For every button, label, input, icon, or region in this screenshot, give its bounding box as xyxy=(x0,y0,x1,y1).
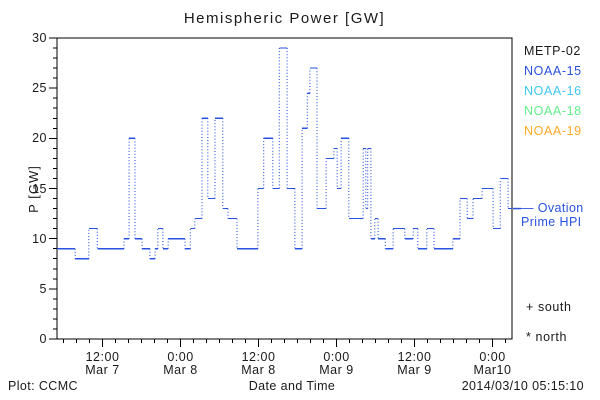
south-marker-label: + south xyxy=(526,300,572,314)
legend-item-metp-02: METP-02 xyxy=(524,44,581,58)
hpi-step-curve xyxy=(57,47,512,260)
x-tick-label: 12:00 Mar 9 xyxy=(397,350,432,377)
y-tick-label: 5 xyxy=(39,281,47,296)
legend-item-noaa-18: NOAA-18 xyxy=(524,104,582,118)
plot-frame xyxy=(56,37,513,340)
ovation-label-line1: — Ovation xyxy=(521,201,584,215)
y-tick-label: 30 xyxy=(32,31,47,45)
ovation-prime-label: — Ovation Prime HPI xyxy=(521,201,584,229)
x-tick-label: 0:00 Mar 9 xyxy=(319,350,354,377)
y-tick-label: 20 xyxy=(32,131,47,146)
legend-item-noaa-19: NOAA-19 xyxy=(524,124,582,138)
x-axis-ticks xyxy=(63,339,506,347)
north-marker-label: * north xyxy=(526,330,568,344)
y-tick-label: 10 xyxy=(32,231,47,246)
y-tick-label: 0 xyxy=(39,332,47,346)
satellite-legend: METP-02 NOAA-15 NOAA-16 NOAA-18 NOAA-19 xyxy=(524,44,582,144)
plot-credit: Plot: CCMC xyxy=(8,379,78,393)
x-tick-label: 12:00 Mar 8 xyxy=(241,350,276,377)
y-axis-ticks xyxy=(49,37,57,340)
legend-item-noaa-16: NOAA-16 xyxy=(524,84,582,98)
plot-timestamp: 2014/03/10 05:15:10 xyxy=(461,379,584,393)
x-tick-label: 0:00 Mar 8 xyxy=(163,350,198,377)
x-tick-label: 0:00 Mar10 xyxy=(473,350,512,377)
ovation-label-line2: Prime HPI xyxy=(521,214,582,229)
chart-title: Hemispheric Power [GW] xyxy=(183,10,386,27)
x-axis-title: Date and Time xyxy=(248,379,336,393)
x-tick-label: 12:00 Mar 7 xyxy=(85,350,120,377)
y-tick-label: 15 xyxy=(32,181,47,196)
y-tick-label: 25 xyxy=(32,81,47,96)
legend-item-noaa-15: NOAA-15 xyxy=(524,64,582,78)
